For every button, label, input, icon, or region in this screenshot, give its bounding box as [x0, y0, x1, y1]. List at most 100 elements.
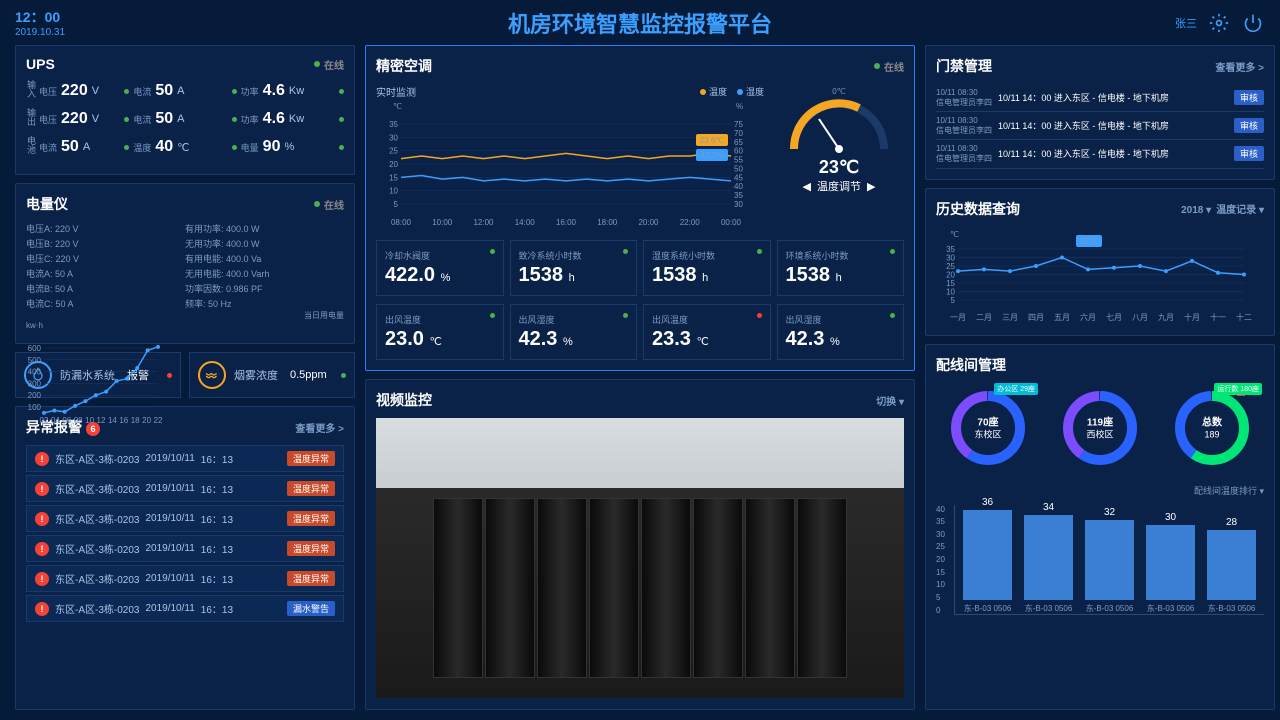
- alarm-row[interactable]: !东区-A区-3栋-02032019/10/1116：13温度异常: [26, 505, 344, 532]
- ups-metric: 功率 4.6 Kw: [241, 108, 344, 130]
- svg-text:100: 100: [28, 403, 42, 412]
- chevron-left-icon[interactable]: ◀: [803, 180, 811, 193]
- svg-text:70: 70: [734, 129, 743, 138]
- rank-select[interactable]: 配线间温度排行 ▾: [936, 484, 1264, 497]
- alarm-row[interactable]: !东区-A区-3栋-02032019/10/1116：13温度异常: [26, 535, 344, 562]
- access-more-link[interactable]: 查看更多 >: [1215, 59, 1264, 74]
- svg-text:九月: 九月: [1158, 313, 1174, 322]
- ac-metric: 冷却水阀度422.0 %: [376, 240, 504, 296]
- review-button[interactable]: 审核: [1234, 146, 1264, 161]
- alert-icon: !: [35, 542, 49, 556]
- svg-text:十二: 十二: [1236, 312, 1252, 322]
- settings-icon[interactable]: [1207, 11, 1231, 35]
- svg-text:12:00: 12:00: [473, 218, 494, 227]
- ups-metric: 功率 4.6 Kw: [241, 80, 344, 102]
- access-row: 10/11 08:30信电管理员李四10/11 14：00 进入东区 - 信电楼…: [936, 84, 1264, 112]
- video-panel: 视频监控切换 ▾: [365, 379, 915, 710]
- svg-text:06: 06: [62, 416, 71, 425]
- svg-text:15: 15: [946, 279, 955, 288]
- alert-tag: 温度异常: [287, 541, 335, 556]
- ac-metric: 环境系统小时数1538 h: [777, 240, 905, 296]
- alarm-panel: 异常报警6 查看更多 > !东区-A区-3栋-02032019/10/1116：…: [15, 406, 355, 710]
- ups-metric: 输出电压 220 V: [26, 108, 129, 130]
- svg-text:六月: 六月: [1080, 312, 1096, 322]
- ac-panel: 精密空调在线 实时监测 温度湿度 51015202530353035404550…: [365, 45, 915, 371]
- review-button[interactable]: 审核: [1234, 118, 1264, 133]
- wiring-panel: 配线间管理 70座东校区办公区 29座119座西校区总数189运行数 180座 …: [925, 344, 1275, 710]
- elec-panel: 电量仪在线 电压A: 220 V有用功率: 400.0 W电压B: 220 V无…: [15, 183, 355, 344]
- ups-metric: 电量 90 %: [241, 136, 344, 158]
- bar-item: 32东-B-03 0506: [1085, 507, 1134, 614]
- alert-tag: 温度异常: [287, 571, 335, 586]
- svg-text:55: 55: [734, 156, 743, 165]
- alarm-row[interactable]: !东区-A区-3栋-02032019/10/1116：13漏水警告: [26, 595, 344, 622]
- alert-tag: 温度异常: [287, 481, 335, 496]
- svg-text:30: 30: [734, 200, 743, 209]
- svg-text:18:00: 18:00: [597, 218, 618, 227]
- ups-metric: 电流 50 A: [133, 80, 236, 102]
- svg-text:04: 04: [51, 416, 60, 425]
- svg-text:20: 20: [946, 270, 955, 279]
- alarm-row[interactable]: !东区-A区-3栋-02032019/10/1116：13温度异常: [26, 565, 344, 592]
- elec-chart: 1002003004005006000204060810121416182022: [26, 330, 176, 425]
- svg-text:45: 45: [734, 173, 743, 182]
- temp-gauge: 0℃ 23℃ ◀ 温度调节 ▶: [774, 84, 904, 232]
- access-panel: 门禁管理查看更多 > 10/11 08:30信电管理员李四10/11 14：00…: [925, 45, 1275, 180]
- video-switch[interactable]: 切换 ▾: [876, 393, 904, 408]
- svg-text:35: 35: [734, 191, 743, 200]
- svg-text:300: 300: [28, 379, 42, 388]
- type-select[interactable]: 温度记录 ▾: [1216, 205, 1264, 216]
- page-title: 机房环境智慧监控报警平台: [508, 7, 772, 39]
- svg-text:75: 75: [734, 120, 743, 129]
- svg-text:四月: 四月: [1028, 313, 1044, 322]
- svg-text:500: 500: [28, 356, 42, 365]
- svg-text:18: 18: [131, 416, 140, 425]
- alert-icon: !: [35, 482, 49, 496]
- donut-chart: 总数189运行数 180座: [1167, 383, 1257, 476]
- svg-text:℃: ℃: [393, 102, 402, 111]
- svg-text:43.2%: 43.2%: [701, 151, 724, 160]
- svg-text:22: 22: [154, 416, 163, 425]
- ups-metric: 电池电流 50 A: [26, 136, 129, 158]
- ac-metric: 致冷系统小时数1538 h: [510, 240, 638, 296]
- svg-text:三月: 三月: [1002, 313, 1018, 322]
- power-icon[interactable]: [1241, 11, 1265, 35]
- svg-text:12: 12: [97, 416, 106, 425]
- svg-text:10: 10: [85, 416, 94, 425]
- ups-panel: UPS在线 输入电压 220 V电流 50 A功率 4.6 Kw输出电压 220…: [15, 45, 355, 175]
- svg-text:5: 5: [951, 296, 956, 305]
- svg-text:200: 200: [28, 391, 42, 400]
- svg-text:二月: 二月: [976, 313, 992, 322]
- bar-item: 28东-B-03 0506: [1207, 517, 1256, 614]
- bar-item: 36东-B-03 0506: [963, 497, 1012, 614]
- svg-text:10: 10: [946, 287, 955, 296]
- bar-item: 34东-B-03 0506: [1024, 502, 1073, 614]
- svg-text:10:00: 10:00: [432, 218, 453, 227]
- svg-text:65: 65: [734, 138, 743, 147]
- ac-metric: 出风温度23.0 ℃: [376, 304, 504, 360]
- svg-text:5: 5: [394, 200, 399, 209]
- ups-metric: 电流 50 A: [133, 108, 236, 130]
- svg-text:50: 50: [734, 164, 743, 173]
- svg-text:30: 30: [946, 253, 955, 262]
- year-select[interactable]: 2018 ▾: [1181, 205, 1211, 216]
- alert-icon: !: [35, 572, 49, 586]
- svg-text:25: 25: [946, 262, 955, 271]
- svg-text:60: 60: [734, 147, 743, 156]
- ac-metric: 出风湿度42.3 %: [510, 304, 638, 360]
- access-row: 10/11 08:30信电管理员李四10/11 14：00 进入东区 - 信电楼…: [936, 112, 1264, 140]
- alert-icon: !: [35, 512, 49, 526]
- svg-text:23.6℃: 23.6℃: [700, 136, 725, 145]
- alarm-row[interactable]: !东区-A区-3栋-02032019/10/1116：13温度异常: [26, 445, 344, 472]
- temp-adjust[interactable]: ◀ 温度调节 ▶: [774, 178, 904, 194]
- alarm-row[interactable]: !东区-A区-3栋-02032019/10/1116：13温度异常: [26, 475, 344, 502]
- svg-text:35: 35: [389, 120, 398, 129]
- svg-text:600: 600: [28, 344, 42, 353]
- ups-metric: 温度 40 ℃: [133, 136, 236, 158]
- svg-text:20: 20: [142, 416, 151, 425]
- review-button[interactable]: 审核: [1234, 90, 1264, 105]
- chevron-right-icon[interactable]: ▶: [867, 180, 875, 193]
- alert-icon: !: [35, 452, 49, 466]
- svg-text:15: 15: [389, 173, 398, 182]
- svg-text:十一: 十一: [1210, 312, 1226, 322]
